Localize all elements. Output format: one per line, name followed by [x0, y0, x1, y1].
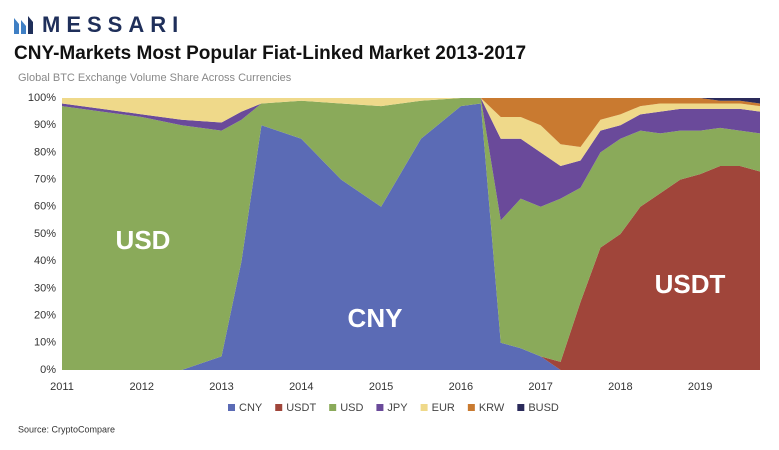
legend-swatch — [420, 404, 428, 411]
y-tick-label: 40% — [34, 255, 56, 267]
x-tick-label: 2019 — [688, 381, 712, 393]
source: Source: CryptoCompare — [18, 424, 115, 434]
area — [62, 98, 760, 370]
legend: CNY USDT USD JPY EUR KRW BUSD — [228, 402, 559, 414]
legend-swatch — [517, 404, 525, 411]
area — [62, 103, 760, 370]
legend-swatch — [376, 404, 384, 411]
x-tick-label: 2018 — [608, 381, 632, 393]
logo-mark — [14, 16, 33, 34]
y-tick-label: 30% — [34, 282, 56, 294]
annotation: USD — [116, 225, 171, 255]
annotation: CNY — [348, 303, 403, 333]
legend-label: BUSD — [528, 402, 559, 414]
legend-swatch — [467, 404, 475, 411]
legend-label: KRW — [479, 402, 505, 414]
legend-label: EUR — [432, 402, 455, 414]
x-tick-label: 2012 — [130, 381, 154, 393]
area — [62, 103, 760, 370]
legend-label: JPY — [387, 402, 408, 414]
brand: MESSARI — [42, 12, 184, 37]
y-tick-label: 100% — [28, 92, 56, 104]
legend-swatch — [275, 404, 283, 411]
area — [62, 98, 760, 221]
y-tick-label: 20% — [34, 310, 56, 322]
legend-swatch — [329, 404, 337, 411]
legend-label: USD — [340, 402, 363, 414]
y-tick-label: 10% — [34, 337, 56, 349]
legend-swatch — [228, 404, 235, 411]
x-tick-label: 2016 — [449, 381, 473, 393]
x-tick-label: 2017 — [528, 381, 552, 393]
y-tick-label: 0% — [40, 364, 56, 376]
y-tick-label: 90% — [34, 119, 56, 131]
y-tick-label: 70% — [34, 174, 56, 186]
x-tick-label: 2015 — [369, 381, 393, 393]
legend-label: CNY — [239, 402, 263, 414]
x-tick-label: 2014 — [289, 381, 313, 393]
x-tick-label: 2011 — [50, 381, 74, 393]
area — [62, 98, 760, 147]
legend-label: USDT — [286, 402, 316, 414]
y-tick-label: 60% — [34, 201, 56, 213]
y-tick-label: 80% — [34, 146, 56, 158]
area — [62, 98, 760, 166]
chart-subtitle: Global BTC Exchange Volume Share Across … — [18, 72, 292, 84]
chart-title: CNY-Markets Most Popular Fiat-Linked Mar… — [14, 43, 526, 64]
y-tick-label: 50% — [34, 228, 56, 240]
annotation: USDT — [655, 269, 726, 299]
x-tick-label: 2013 — [209, 381, 233, 393]
